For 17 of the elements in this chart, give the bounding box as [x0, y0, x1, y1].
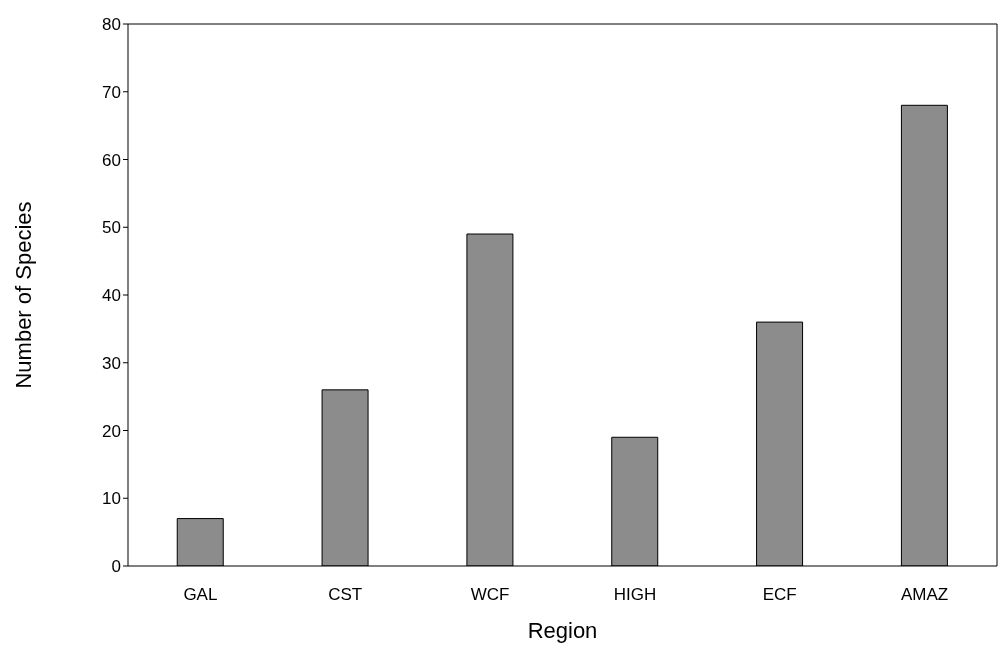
x-tick-label: GAL [183, 585, 218, 605]
x-tick-label: WCF [470, 585, 510, 605]
y-tick-label: 60 [102, 150, 121, 170]
y-tick-label: 0 [111, 557, 121, 577]
y-axis-title: Number of Species [10, 201, 36, 389]
y-tick-label: 80 [102, 15, 121, 35]
x-tick-label: CST [328, 585, 363, 605]
y-tick-label: 30 [102, 353, 121, 373]
y-tick-label: 20 [102, 421, 121, 441]
x-axis-title: Region [527, 618, 598, 643]
y-tick-label: 10 [102, 489, 121, 509]
x-tick-label: HIGH [613, 585, 657, 605]
y-tick-label: 70 [102, 82, 121, 102]
x-tick-label: AMAZ [900, 585, 949, 605]
y-tick-label: 50 [102, 218, 121, 238]
y-tick-label: 40 [102, 286, 121, 306]
x-tick-label: ECF [762, 585, 797, 605]
